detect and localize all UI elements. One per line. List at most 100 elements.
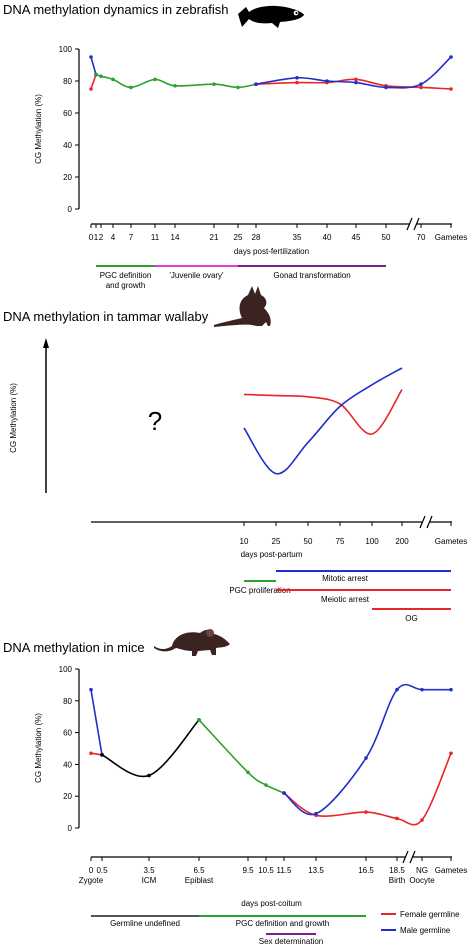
series-line-blue <box>283 683 451 816</box>
mouse-body <box>154 629 230 656</box>
stage-label: and growth <box>106 281 146 290</box>
data-point <box>295 76 299 80</box>
x-tick-label: 9.5 <box>242 866 254 875</box>
x-tick-label: Gametes <box>435 866 467 875</box>
data-point <box>314 811 318 816</box>
x-tick-label: 40 <box>323 233 332 242</box>
x-tick-label: 11.5 <box>277 866 293 875</box>
x-stage-label: Zygote <box>79 876 104 885</box>
data-point <box>420 818 424 822</box>
series-line-blue <box>90 689 103 756</box>
data-point <box>89 87 93 91</box>
y-tick-label: 20 <box>63 173 72 182</box>
unknown-annotation: ? <box>148 406 162 436</box>
x-tick-label: 75 <box>336 537 345 546</box>
data-point <box>173 84 177 88</box>
x-tick-label: 2 <box>99 233 104 242</box>
data-point <box>449 751 453 756</box>
x-tick-label: 16.5 <box>358 866 374 875</box>
data-point <box>89 687 93 692</box>
data-point <box>100 753 104 757</box>
series-line-red <box>243 389 403 435</box>
mouse-icon <box>154 629 230 656</box>
x-tick-label: 200 <box>395 537 409 546</box>
x-axis-label: days post-fertilization <box>234 247 309 256</box>
data-point <box>419 82 423 86</box>
data-point <box>111 77 115 82</box>
data-point <box>295 80 299 85</box>
stage-label: PGC proliferation <box>229 586 290 595</box>
data-point <box>236 85 240 90</box>
x-tick-label: 1 <box>94 233 99 242</box>
data-point <box>364 810 368 814</box>
x-tick-label: 50 <box>382 233 391 242</box>
x-stage-label: ICM <box>142 876 157 885</box>
x-tick-label: NG <box>416 866 428 875</box>
data-point <box>420 687 424 692</box>
series-line-blue <box>90 56 97 75</box>
data-point <box>325 79 329 83</box>
x-tick-label: 28 <box>252 233 261 242</box>
data-point <box>354 77 358 82</box>
data-point <box>99 74 103 78</box>
y-tick-label: 60 <box>63 109 72 118</box>
stage-label: PGC definition <box>100 271 152 280</box>
data-point <box>153 77 157 82</box>
data-point <box>264 783 268 787</box>
data-point <box>449 55 453 59</box>
chart-1-group: CG Methylation (%) 10 25 50 75 100 200 Gametes d… <box>9 338 467 623</box>
data-point <box>212 82 216 86</box>
y-axis-label: CG Methylation (%) <box>9 383 18 453</box>
x-tick-label: 10 <box>240 537 249 546</box>
y-tick-label: 0 <box>68 824 73 833</box>
x-stage-label: Oocyte <box>409 876 435 885</box>
series-line-red <box>90 74 97 90</box>
y-tick-label: 100 <box>59 45 73 54</box>
axis-break-mark <box>402 850 416 864</box>
data-point <box>354 80 358 85</box>
x-tick-label: 3.5 <box>143 866 155 875</box>
series-line-black <box>101 719 200 778</box>
series-line-blue <box>243 367 403 475</box>
x-tick-label: 25 <box>272 537 281 546</box>
axis-break-mark <box>419 515 433 529</box>
data-point <box>89 751 93 756</box>
data-point <box>94 72 98 77</box>
stage-label: PGC definition and growth <box>236 919 329 928</box>
x-tick-label: 21 <box>210 233 219 242</box>
x-tick-label: 11 <box>151 233 160 242</box>
x-tick-label: 35 <box>293 233 302 242</box>
y-tick-label: 40 <box>63 141 72 150</box>
x-tick-label: 70 <box>417 233 426 242</box>
series-line-green <box>198 719 285 794</box>
x-axis-label: days post-partum <box>241 550 303 559</box>
x-tick-label: 6.5 <box>193 866 205 875</box>
data-point <box>384 85 388 90</box>
stage-label: 'Juvenile ovary' <box>169 271 224 280</box>
x-tick-label: 100 <box>365 537 379 546</box>
stage-label: OG <box>405 614 417 623</box>
x-tick-label: 0 <box>89 866 94 875</box>
zebrafish-chart-title: DNA methylation dynamics in zebrafish <box>3 2 229 17</box>
x-tick-label: 7 <box>129 233 134 242</box>
x-tick-label: 4 <box>111 233 116 242</box>
y-axis-arrowhead <box>43 338 49 348</box>
stage-label: Mitotic arrest <box>322 574 369 583</box>
data-point <box>395 687 399 692</box>
y-tick-label: 0 <box>68 205 73 214</box>
x-stage-label: Birth <box>389 876 405 885</box>
data-point <box>129 85 133 90</box>
axis-break-mark <box>406 217 420 231</box>
x-tick-label: 0.5 <box>96 866 108 875</box>
fish-body <box>238 5 304 28</box>
data-point <box>89 55 93 59</box>
stage-label: Sex determination <box>259 937 323 946</box>
x-tick-label: 50 <box>304 537 313 546</box>
x-tick-label: 18.5 <box>389 866 405 875</box>
data-point <box>282 791 286 795</box>
x-stage-label: Epiblast <box>185 876 214 885</box>
data-point <box>364 756 368 760</box>
